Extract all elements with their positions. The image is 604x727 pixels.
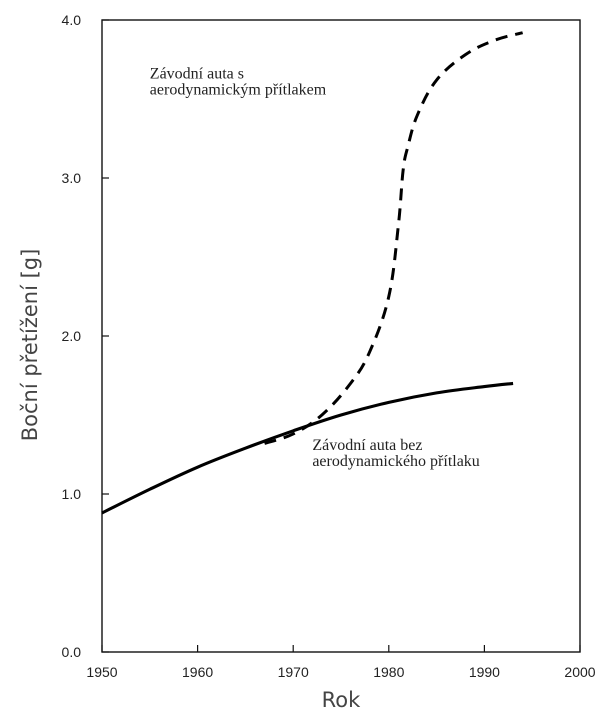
plot-frame bbox=[101, 19, 581, 653]
series-group bbox=[101, 31, 524, 515]
downforce-series-line bbox=[264, 31, 524, 445]
no-downforce-series-line bbox=[101, 381, 514, 515]
x-tick-label-1960: 1960 bbox=[182, 664, 213, 680]
annotation-2: Závodní auta bez aerodynamického přítlaku bbox=[312, 437, 480, 470]
annotation-1: Závodní auta s aerodynamickým přítlakem bbox=[150, 65, 327, 98]
x-tick-label-1990: 1990 bbox=[469, 664, 500, 680]
annotation-2-line-1: Závodní auta bez bbox=[312, 437, 422, 454]
annotation-2-line-2: aerodynamického přítlaku bbox=[312, 453, 480, 470]
x-tick-label-2000: 2000 bbox=[564, 664, 595, 680]
x-tick-label-1970: 1970 bbox=[278, 664, 309, 680]
y-tick-label-4: 4.0 bbox=[62, 12, 82, 28]
ticks-group: 1950 1960 1970 1980 1990 2000 0.0 1.0 2.0 3.0 4.0 bbox=[62, 12, 596, 680]
x-tick-label-1950: 1950 bbox=[86, 664, 117, 680]
annotation-1-line-2: aerodynamickým přítlakem bbox=[150, 81, 327, 98]
x-tick-label-1980: 1980 bbox=[373, 664, 404, 680]
y-tick-label-2: 2.0 bbox=[62, 328, 82, 344]
y-tick-label-3: 3.0 bbox=[62, 170, 82, 186]
y-axis-title: Boční přetížení [g] bbox=[18, 249, 42, 442]
annotation-1-line-1: Závodní auta s bbox=[150, 65, 244, 82]
x-axis-title: Rok bbox=[322, 688, 361, 712]
annotations-group: Závodní auta s aerodynamickým přítlakemZá… bbox=[150, 65, 480, 469]
y-tick-label-0: 0.0 bbox=[62, 644, 82, 660]
plot-frame-group bbox=[101, 19, 581, 653]
y-tick-label-1: 1.0 bbox=[62, 486, 82, 502]
